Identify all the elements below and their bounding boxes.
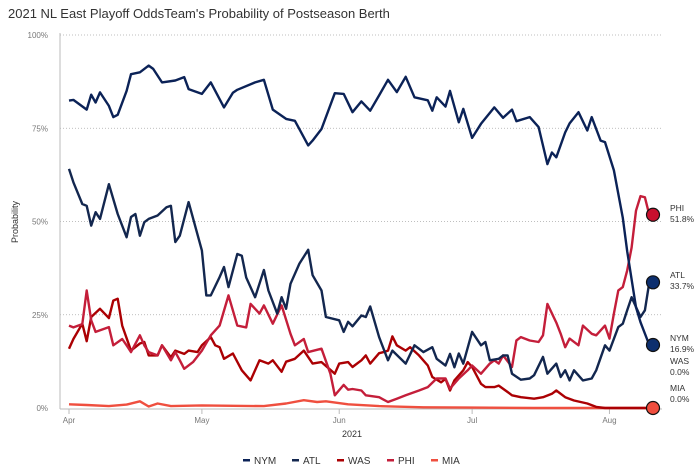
x-tick-labels: Apr May Jun Jul Aug bbox=[63, 409, 617, 425]
end-marker-phi bbox=[645, 207, 661, 222]
x-axis-label: 2021 bbox=[342, 429, 362, 439]
series-line-mia bbox=[68, 399, 650, 410]
end-label-value: 0.0% bbox=[670, 394, 690, 404]
end-label-team: MIA bbox=[670, 383, 685, 393]
legend-label: PHI bbox=[398, 456, 415, 467]
end-marker-nym bbox=[645, 337, 661, 353]
legend-label: WAS bbox=[348, 456, 371, 467]
y-axis-label: Probability bbox=[10, 200, 20, 243]
end-label-team: WAS bbox=[670, 356, 689, 366]
x-tick-label: Aug bbox=[602, 416, 616, 425]
legend-swatch bbox=[337, 459, 344, 462]
series-lines bbox=[67, 64, 651, 410]
end-label-value: 0.0% bbox=[670, 367, 690, 377]
series-line-phi bbox=[68, 194, 651, 404]
chart-title: 2021 NL East Playoff OddsTeam's Probabil… bbox=[8, 6, 390, 21]
y-tick-label: 100% bbox=[28, 31, 48, 40]
legend-item-phi[interactable]: PHI bbox=[387, 456, 415, 467]
legend-label: NYM bbox=[254, 456, 276, 467]
x-tick-label: Jul bbox=[467, 416, 477, 425]
end-label-value: 51.8% bbox=[670, 214, 695, 224]
end-label-value: 16.9% bbox=[670, 344, 695, 354]
end-label-team: PHI bbox=[670, 203, 684, 213]
series-line-was bbox=[67, 297, 650, 410]
legend-swatch bbox=[243, 459, 250, 462]
x-tick-label: May bbox=[194, 416, 209, 425]
y-tick-label: 0% bbox=[36, 404, 48, 413]
legend-item-atl[interactable]: ATL bbox=[292, 456, 321, 467]
end-label-team: NYM bbox=[670, 333, 689, 343]
end-marker-mia bbox=[645, 400, 661, 416]
end-label-team: ATL bbox=[670, 270, 685, 280]
legend-swatch bbox=[387, 459, 394, 462]
legend-label: MIA bbox=[442, 456, 460, 467]
legend-item-mia[interactable]: MIA bbox=[431, 456, 460, 467]
legend-swatch bbox=[431, 459, 438, 462]
legend-item-nym[interactable]: NYM bbox=[243, 456, 276, 467]
legend-label: ATL bbox=[303, 456, 321, 467]
legend: NYM ATL WAS PHI MIA bbox=[243, 456, 460, 467]
series-line-atl bbox=[67, 168, 651, 382]
y-tick-label: 50% bbox=[32, 218, 48, 227]
x-tick-label: Apr bbox=[63, 416, 76, 425]
y-tick-label: 25% bbox=[32, 311, 48, 320]
gridlines bbox=[60, 34, 662, 316]
legend-item-was[interactable]: WAS bbox=[337, 456, 371, 467]
end-marker-atl bbox=[645, 275, 661, 290]
y-tick-label: 75% bbox=[32, 124, 48, 133]
legend-swatch bbox=[292, 459, 299, 462]
y-tick-labels: 0% 25% 50% 75% 100% bbox=[28, 31, 48, 413]
x-tick-label: Jun bbox=[333, 416, 346, 425]
series-line-nym bbox=[68, 64, 651, 346]
end-label-value: 33.7% bbox=[670, 281, 695, 291]
